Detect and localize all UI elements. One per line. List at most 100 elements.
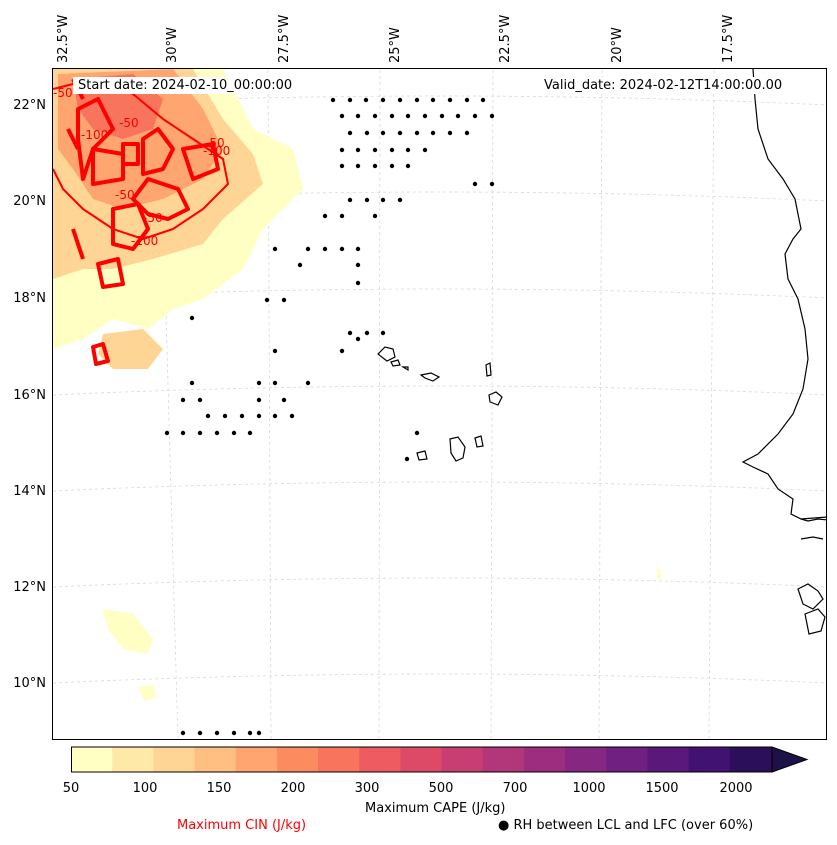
colorbar-swatch [606, 747, 648, 772]
rh-dot [197, 397, 203, 403]
island-maio [474, 435, 484, 448]
lat-label: 10°N [13, 676, 46, 691]
colorbar-swatch [318, 747, 360, 772]
rh-dot [355, 147, 361, 153]
graticule-meridian [158, 69, 179, 739]
rh-dot [364, 197, 370, 203]
rh-dot [272, 413, 278, 419]
colorbar-tick: 2000 [719, 781, 753, 796]
rh-dot [247, 430, 253, 436]
lon-label: 25°W [388, 27, 403, 63]
rh-dot [430, 130, 436, 136]
rh-dot [256, 730, 262, 736]
coastline-guinea-bissau [797, 583, 826, 635]
rh-dot [380, 130, 386, 136]
lon-label: 20°W [610, 27, 625, 63]
rh-dot [189, 380, 195, 386]
lat-label: 18°N [13, 291, 46, 306]
cin-contour-3 [121, 142, 140, 166]
cin-contour-label: -100 [131, 234, 158, 248]
island-sao-vicente [390, 359, 401, 367]
rh-dot [372, 163, 378, 169]
rh-dot [339, 147, 345, 153]
rh-dot [422, 147, 428, 153]
rh-dot [297, 262, 303, 268]
rh-dot [447, 97, 453, 103]
map-panel[interactable]: -50 -100 -50 -50 -100 -100 -50 -50 [52, 68, 827, 740]
rh-dot [197, 430, 203, 436]
rh-dot [231, 430, 237, 436]
rh-dot [372, 213, 378, 219]
colorbar-tick: 200 [280, 781, 306, 796]
rh-dot [322, 213, 328, 219]
colorbar-swatch [729, 747, 772, 772]
colorbar-swatch [276, 747, 319, 772]
cin-contour-label: -50 [205, 136, 225, 150]
rh-dot [214, 430, 220, 436]
cin-contour-5 [131, 177, 190, 221]
rh-dot [214, 730, 220, 736]
rh-dot [189, 315, 195, 321]
rh-dot [397, 97, 403, 103]
rh-dot [339, 213, 345, 219]
rh-dot [414, 97, 420, 103]
rh-dot [347, 130, 353, 136]
rh-dot [164, 430, 170, 436]
colorbar-tick: 150 [206, 781, 232, 796]
rh-dot [439, 113, 445, 119]
rh-dot [464, 97, 470, 103]
rh-dot [247, 730, 253, 736]
lon-label: 22.5°W [498, 14, 513, 63]
rh-dot [256, 397, 262, 403]
island-boa-vista [488, 391, 503, 406]
rh-dot [380, 330, 386, 336]
rh-dot [180, 397, 186, 403]
cin-contour-2 [91, 147, 125, 186]
island-fogo [416, 450, 428, 461]
island-santiago [449, 436, 466, 462]
colorbar-swatch [235, 747, 278, 772]
lat-label: 12°N [13, 580, 46, 595]
colorbar-tick: 50 [62, 781, 80, 796]
rh-dot [305, 380, 311, 386]
graticule-meridian [267, 69, 272, 739]
rh-legend: ● RH between LCL and LFC (over 60%) [498, 818, 753, 833]
rh-dot [305, 246, 311, 252]
island-santo-antao [377, 346, 396, 362]
rh-dot [222, 413, 228, 419]
rh-dot [372, 147, 378, 153]
cape-region-s [138, 685, 157, 701]
rh-dot [404, 456, 410, 462]
cape-region-e [657, 569, 661, 579]
rh-dot [355, 163, 361, 169]
colorbar-extend-arrow [771, 746, 809, 773]
rh-dot [380, 197, 386, 203]
colorbar-swatch [523, 747, 566, 772]
rh-dot [355, 113, 361, 119]
rh-dot [364, 330, 370, 336]
colorbar-swatch [400, 747, 443, 772]
rh-dot [180, 430, 186, 436]
colorbar-swatch [688, 747, 731, 772]
rh-dot [355, 262, 361, 268]
rh-dot [355, 246, 361, 252]
rh-dot [264, 297, 270, 303]
colorbar-swatch [112, 747, 154, 772]
island-sal [485, 362, 492, 377]
map-canvas: -50-100-50-50-100-100-50-50 [53, 69, 826, 739]
cape-region-patch-1 [98, 329, 163, 369]
lat-label: 22°N [13, 98, 46, 113]
rh-dot [472, 181, 478, 187]
coastline-gambia [800, 518, 826, 540]
colorbar-swatch [441, 747, 484, 772]
rh-dot [355, 336, 361, 342]
colorbar-tick: 500 [428, 781, 454, 796]
start-date: Start date: 2024-02-10_00:00:00 [73, 77, 298, 94]
rh-dot [372, 113, 378, 119]
rh-dot [322, 246, 328, 252]
lat-label: 16°N [13, 388, 46, 403]
rh-dot [489, 181, 495, 187]
colorbar-tick: 1000 [572, 781, 606, 796]
rh-dot [397, 197, 403, 203]
colorbar-swatch [153, 747, 196, 772]
